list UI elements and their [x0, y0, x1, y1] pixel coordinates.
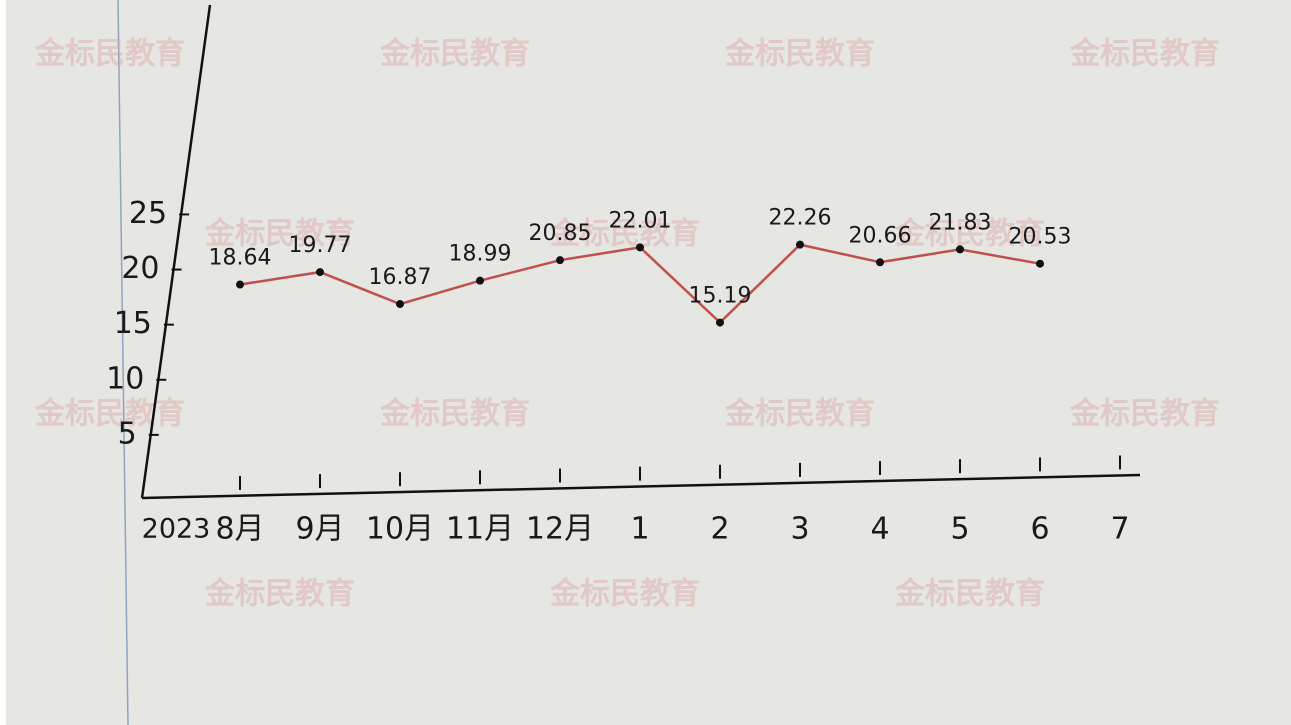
watermark: 金标民教育 [379, 397, 530, 432]
x-tick-label: 3 [790, 512, 809, 547]
point [876, 258, 884, 267]
point [636, 243, 644, 252]
margin-line [117, 0, 129, 725]
x-tick-label: 5 [950, 512, 969, 547]
watermark: 金标民教育 [549, 577, 700, 612]
watermark: 金标民教育 [34, 37, 185, 72]
year-label: 2023 [142, 514, 211, 545]
data-label: 22.26 [769, 206, 832, 231]
data-label: 16.87 [369, 265, 432, 290]
y-tick-label: 10 [106, 361, 144, 396]
data-label: 20.85 [529, 221, 592, 246]
data-label: 19.77 [289, 233, 352, 258]
watermark: 金标民教育 [379, 37, 530, 72]
data-label: 20.53 [1009, 225, 1072, 250]
point [316, 268, 324, 277]
x-tick-label: 8月 [215, 512, 264, 547]
x-tick-label: 9月 [295, 512, 344, 547]
y-tick-label: 15 [114, 306, 152, 341]
watermark: 金标民教育 [724, 397, 875, 432]
point [236, 280, 244, 289]
point [476, 276, 484, 285]
point [716, 318, 724, 327]
data-label: 18.99 [449, 242, 512, 267]
y-axis [140, 4, 212, 499]
watermark: 金标民教育 [204, 217, 355, 252]
x-tick-label: 1 [630, 512, 649, 547]
x-tick-label: 2 [710, 512, 729, 547]
watermark: 金标民教育 [894, 577, 1045, 612]
x-tick-label: 11月 [446, 512, 514, 547]
x-tick-label: 10月 [366, 512, 434, 547]
data-label: 15.19 [689, 284, 752, 309]
y-tick-label: 5 [118, 416, 137, 451]
data-label: 22.01 [609, 208, 672, 233]
point [396, 300, 404, 309]
watermark: 金标民教育 [1069, 397, 1220, 432]
watermark: 金标民教育 [34, 397, 185, 432]
point [796, 240, 804, 249]
point [1036, 259, 1044, 268]
data-label: 21.83 [929, 210, 992, 235]
point [956, 245, 964, 254]
watermark: 金标民教育 [724, 37, 875, 72]
watermark: 金标民教育 [894, 217, 1045, 252]
x-tick-label: 7 [1110, 512, 1129, 547]
data-label: 20.66 [849, 223, 912, 248]
watermark: 金标民教育 [1069, 37, 1220, 72]
data-label: 18.64 [209, 246, 272, 271]
watermark: 金标民教育 [204, 577, 355, 612]
edge [0, 0, 6, 725]
y-tick-label: 20 [121, 251, 159, 286]
point [556, 256, 564, 265]
y-tick-label: 25 [129, 196, 167, 231]
x-tick-label: 4 [870, 512, 889, 547]
x-tick-label: 6 [1030, 512, 1049, 547]
x-tick-label: 12月 [526, 512, 594, 547]
watermark: 金标民教育 [549, 217, 700, 252]
x-axis [141, 473, 1141, 500]
